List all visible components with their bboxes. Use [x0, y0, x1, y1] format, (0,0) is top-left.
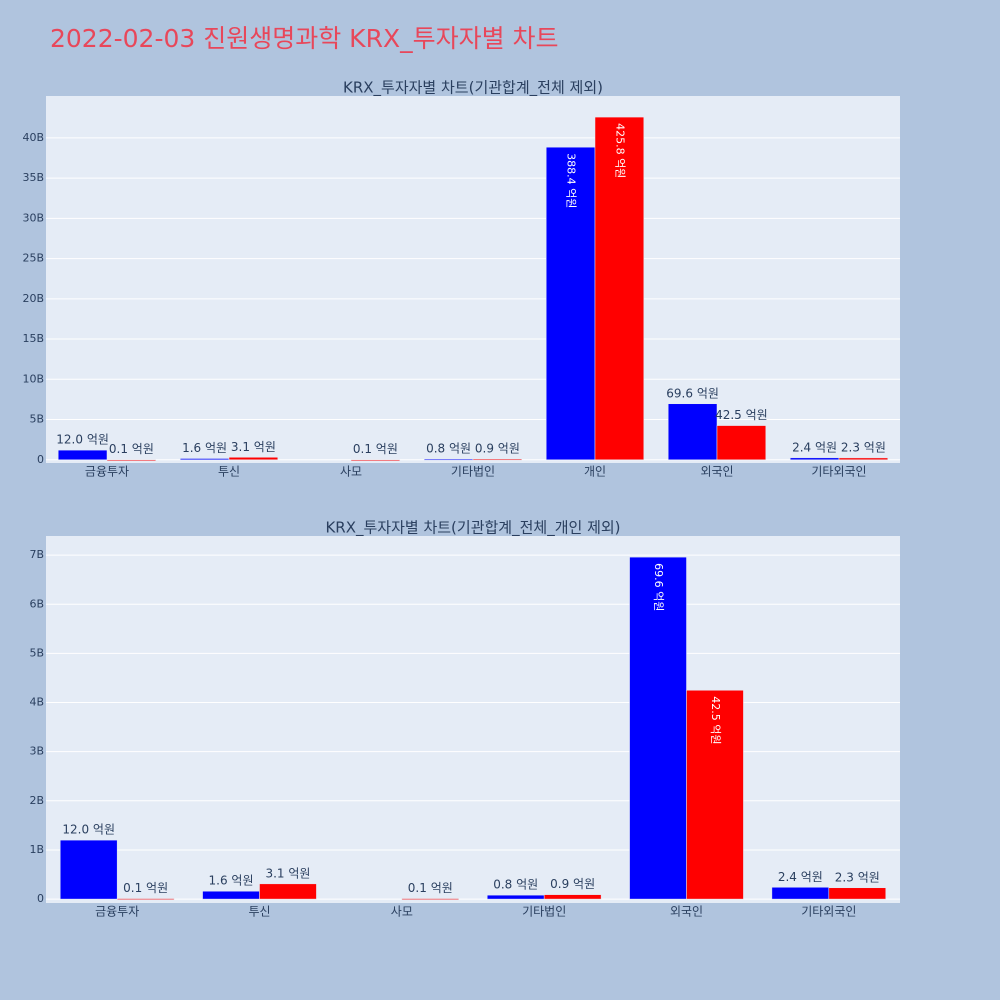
y-tick-label: 5B: [29, 413, 44, 426]
bar: [423, 458, 474, 461]
x-tick-label: 투신: [248, 905, 270, 919]
bar: [106, 459, 157, 461]
bar: [667, 403, 718, 461]
y-tick-label: 3B: [29, 745, 44, 758]
bar: [59, 839, 118, 900]
y-tick-label: 4B: [29, 696, 44, 709]
bar: [828, 887, 887, 900]
x-tick-label: 외국인: [700, 465, 733, 479]
bar: [543, 894, 602, 900]
y-tick-label: 7B: [29, 548, 44, 561]
x-tick-label: 기타외국인: [801, 905, 856, 919]
data-label: 2.4 억원: [778, 870, 823, 884]
data-label: 425.8 억원: [613, 123, 626, 178]
y-tick-label: 15B: [22, 332, 44, 345]
bar: [771, 887, 830, 900]
data-label: 3.1 억원: [265, 866, 310, 880]
bar: [545, 146, 596, 461]
data-label: 1.6 억원: [209, 874, 254, 888]
x-tick-label: 금융투자: [95, 905, 139, 919]
bar: [228, 457, 279, 461]
y-tick-label: 30B: [22, 211, 44, 224]
data-label: 12.0 억원: [56, 433, 109, 447]
data-label: 69.6 억원: [666, 386, 719, 400]
y-tick-label: 25B: [22, 252, 44, 265]
bar: [202, 890, 260, 900]
plot-area: [46, 536, 900, 903]
chart-title: KRX_투자자별 차트(기관합계_전체 제외): [343, 79, 603, 98]
x-tick-label: 투신: [218, 465, 240, 479]
data-label: 42.5 억원: [709, 696, 722, 744]
bar: [629, 556, 687, 900]
bar: [789, 457, 840, 461]
data-label: 69.6 억원: [652, 563, 665, 611]
data-label: 0.8 억원: [493, 878, 538, 892]
bar: [116, 898, 175, 900]
y-tick-label: 2B: [29, 794, 44, 807]
data-label: 2.4 억원: [792, 440, 837, 454]
x-tick-label: 금융투자: [85, 465, 129, 479]
data-label: 0.1 억원: [109, 442, 154, 456]
data-label: 2.3 억원: [835, 870, 880, 884]
data-label: 0.1 억원: [408, 881, 453, 895]
bar: [401, 898, 460, 900]
data-label: 0.9 억원: [475, 442, 520, 456]
data-label: 388.4 억원: [565, 153, 578, 208]
x-tick-label: 사모: [391, 905, 413, 919]
data-label: 0.1 억원: [123, 881, 168, 895]
bar: [350, 459, 401, 461]
page-title: 2022-02-03 진원생명과학 KRX_투자자별 차트: [50, 24, 559, 53]
data-label: 0.8 억원: [426, 442, 471, 456]
y-tick-label: 1B: [29, 843, 44, 856]
x-tick-label: 기타법인: [451, 465, 495, 479]
y-tick-label: 40B: [22, 131, 44, 144]
x-tick-label: 기타법인: [522, 905, 566, 919]
data-label: 2.3 억원: [841, 440, 886, 454]
data-label: 3.1 억원: [231, 440, 276, 454]
y-tick-label: 0: [37, 453, 44, 466]
bar: [179, 458, 230, 461]
data-label: 0.9 억원: [550, 877, 595, 891]
bar: [486, 894, 545, 900]
x-tick-label: 외국인: [670, 905, 703, 919]
y-tick-label: 0: [37, 892, 44, 905]
bar: [838, 457, 889, 461]
bar: [594, 116, 645, 461]
x-tick-label: 기타외국인: [811, 465, 866, 479]
bar: [716, 425, 767, 461]
bar: [259, 883, 317, 900]
data-label: 12.0 억원: [62, 823, 115, 837]
y-tick-label: 10B: [22, 372, 44, 385]
bar: [57, 449, 108, 461]
data-label: 0.1 억원: [353, 442, 398, 456]
bar: [472, 458, 523, 461]
y-tick-label: 35B: [22, 171, 44, 184]
x-tick-label: 개인: [584, 465, 606, 479]
y-tick-label: 6B: [29, 597, 44, 610]
y-tick-label: 5B: [29, 646, 44, 659]
chart-title: KRX_투자자별 차트(기관합계_전체_개인 제외): [325, 519, 620, 538]
data-label: 42.5 억원: [715, 408, 768, 422]
data-label: 1.6 억원: [182, 441, 227, 455]
y-tick-label: 20B: [22, 292, 44, 305]
x-tick-label: 사모: [340, 465, 362, 479]
plot-area: [46, 96, 900, 463]
bar: [686, 690, 744, 900]
